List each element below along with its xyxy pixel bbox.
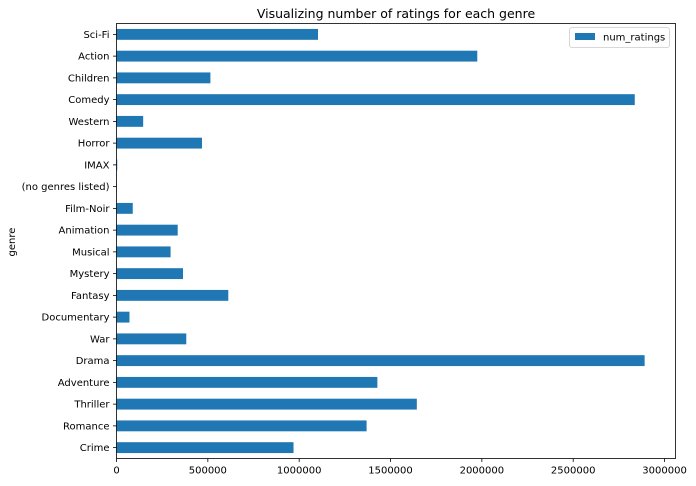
x-tick-label: 1500000 bbox=[368, 466, 413, 477]
x-axis: 0 500000 1000000 1500000 2000000 2500000 30000… bbox=[113, 459, 687, 477]
y-tick-label: Mystery bbox=[70, 269, 110, 280]
y-tick-label: Fantasy bbox=[71, 291, 110, 302]
y-tick-label: Action bbox=[78, 52, 109, 63]
y-tick-label: Horror bbox=[78, 139, 111, 150]
x-tick-label: 0 bbox=[113, 466, 119, 477]
y-axis: Sci-Fi Action Children Comedy Western Horror I… bbox=[22, 30, 117, 454]
y-tick-label: Western bbox=[68, 117, 109, 128]
y-tick-label: IMAX bbox=[84, 160, 109, 171]
bar-sci-fi bbox=[117, 29, 318, 40]
bar-war bbox=[117, 333, 187, 344]
y-tick-label: Documentary bbox=[42, 313, 110, 324]
chart-title: Visualizing number of ratings for each g… bbox=[257, 6, 536, 21]
plot-frame bbox=[117, 24, 676, 459]
bar-crime bbox=[117, 442, 294, 453]
y-tick-label: Musical bbox=[72, 247, 109, 258]
bar-fantasy bbox=[117, 290, 229, 301]
bar-children bbox=[117, 72, 211, 83]
bar-horror bbox=[117, 138, 202, 149]
y-tick-label: (no genres listed) bbox=[22, 182, 110, 193]
y-tick-label: Drama bbox=[76, 356, 110, 367]
bar-western bbox=[117, 116, 144, 127]
y-tick-label: War bbox=[90, 334, 110, 345]
bar-romance bbox=[117, 420, 367, 431]
bar-documentary bbox=[117, 312, 130, 323]
legend: num_ratings bbox=[570, 28, 670, 48]
y-tick-label: Adventure bbox=[58, 378, 110, 389]
y-tick-label: Sci-Fi bbox=[83, 30, 109, 41]
bar-film-noir bbox=[117, 203, 133, 214]
bar-drama bbox=[117, 355, 645, 366]
y-tick-label: Animation bbox=[59, 226, 110, 237]
y-tick-label: Film-Noir bbox=[65, 204, 110, 215]
bar-action bbox=[117, 51, 478, 62]
x-tick-label: 3000000 bbox=[642, 466, 687, 477]
bar-musical bbox=[117, 246, 171, 257]
x-tick-label: 1000000 bbox=[277, 466, 322, 477]
x-tick-label: 500000 bbox=[189, 466, 227, 477]
x-tick-label: 2500000 bbox=[551, 466, 596, 477]
bar-mystery bbox=[117, 268, 183, 279]
bar-animation bbox=[117, 225, 178, 236]
x-tick-label: 2000000 bbox=[460, 466, 505, 477]
bar-thriller bbox=[117, 399, 417, 410]
y-tick-label: Romance bbox=[63, 421, 109, 432]
legend-label: num_ratings bbox=[603, 33, 665, 44]
y-tick-label: Children bbox=[68, 73, 110, 84]
y-axis-label: genre bbox=[7, 228, 18, 257]
y-tick-label: Comedy bbox=[68, 95, 109, 106]
bar-adventure bbox=[117, 377, 378, 388]
legend-swatch bbox=[575, 33, 595, 40]
bar-comedy bbox=[117, 94, 635, 105]
bars bbox=[117, 29, 645, 453]
y-tick-label: Crime bbox=[80, 443, 110, 454]
y-tick-label: Thriller bbox=[73, 400, 110, 411]
